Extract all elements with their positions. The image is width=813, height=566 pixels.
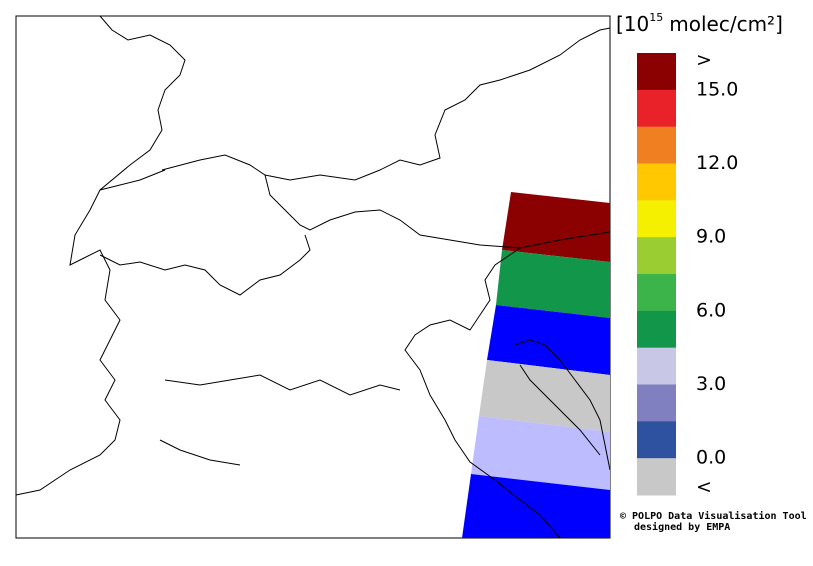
colorbar-segment xyxy=(637,384,676,422)
colorbar-title: [1015 molec/cm²] xyxy=(616,11,783,36)
title-unit: molec/cm²] xyxy=(669,12,783,36)
colorbar-segment xyxy=(637,347,676,385)
colorbar-segment xyxy=(637,89,676,128)
colorbar-label: 12.0 xyxy=(696,152,738,174)
colorbar-label: 9.0 xyxy=(696,226,726,248)
colorbar-segment xyxy=(637,126,676,164)
credit-line: designed by EMPA xyxy=(634,521,730,533)
satellite-swath xyxy=(462,192,610,538)
colorbar: [1015 molec/cm²] >15.0 12.0 9.0 6.0 3.0 0.0 < xyxy=(616,11,783,498)
title-exponent: 15 xyxy=(649,11,663,24)
colorbar-segment xyxy=(637,200,676,238)
credit-line: © POLPO Data Visualisation Tool xyxy=(620,510,807,522)
colorbar-segment xyxy=(637,310,676,349)
colorbar-label: < xyxy=(696,476,712,498)
colorbar-label: 6.0 xyxy=(696,299,726,321)
borders xyxy=(15,15,611,539)
map xyxy=(15,15,611,539)
colorbar-label: 15.0 xyxy=(696,78,738,100)
colorbar-segment xyxy=(637,53,676,91)
colorbar-segment xyxy=(637,163,676,201)
colorbar-segment xyxy=(637,274,676,312)
colorbar-segment xyxy=(637,421,676,459)
colorbar-label: > xyxy=(696,49,712,71)
colorbar-segment xyxy=(637,237,676,275)
colorbar-label: 3.0 xyxy=(696,373,726,395)
colorbar-label: 0.0 xyxy=(696,447,726,469)
colorbar-segment xyxy=(637,458,676,496)
title-prefix: [10 xyxy=(616,12,649,36)
